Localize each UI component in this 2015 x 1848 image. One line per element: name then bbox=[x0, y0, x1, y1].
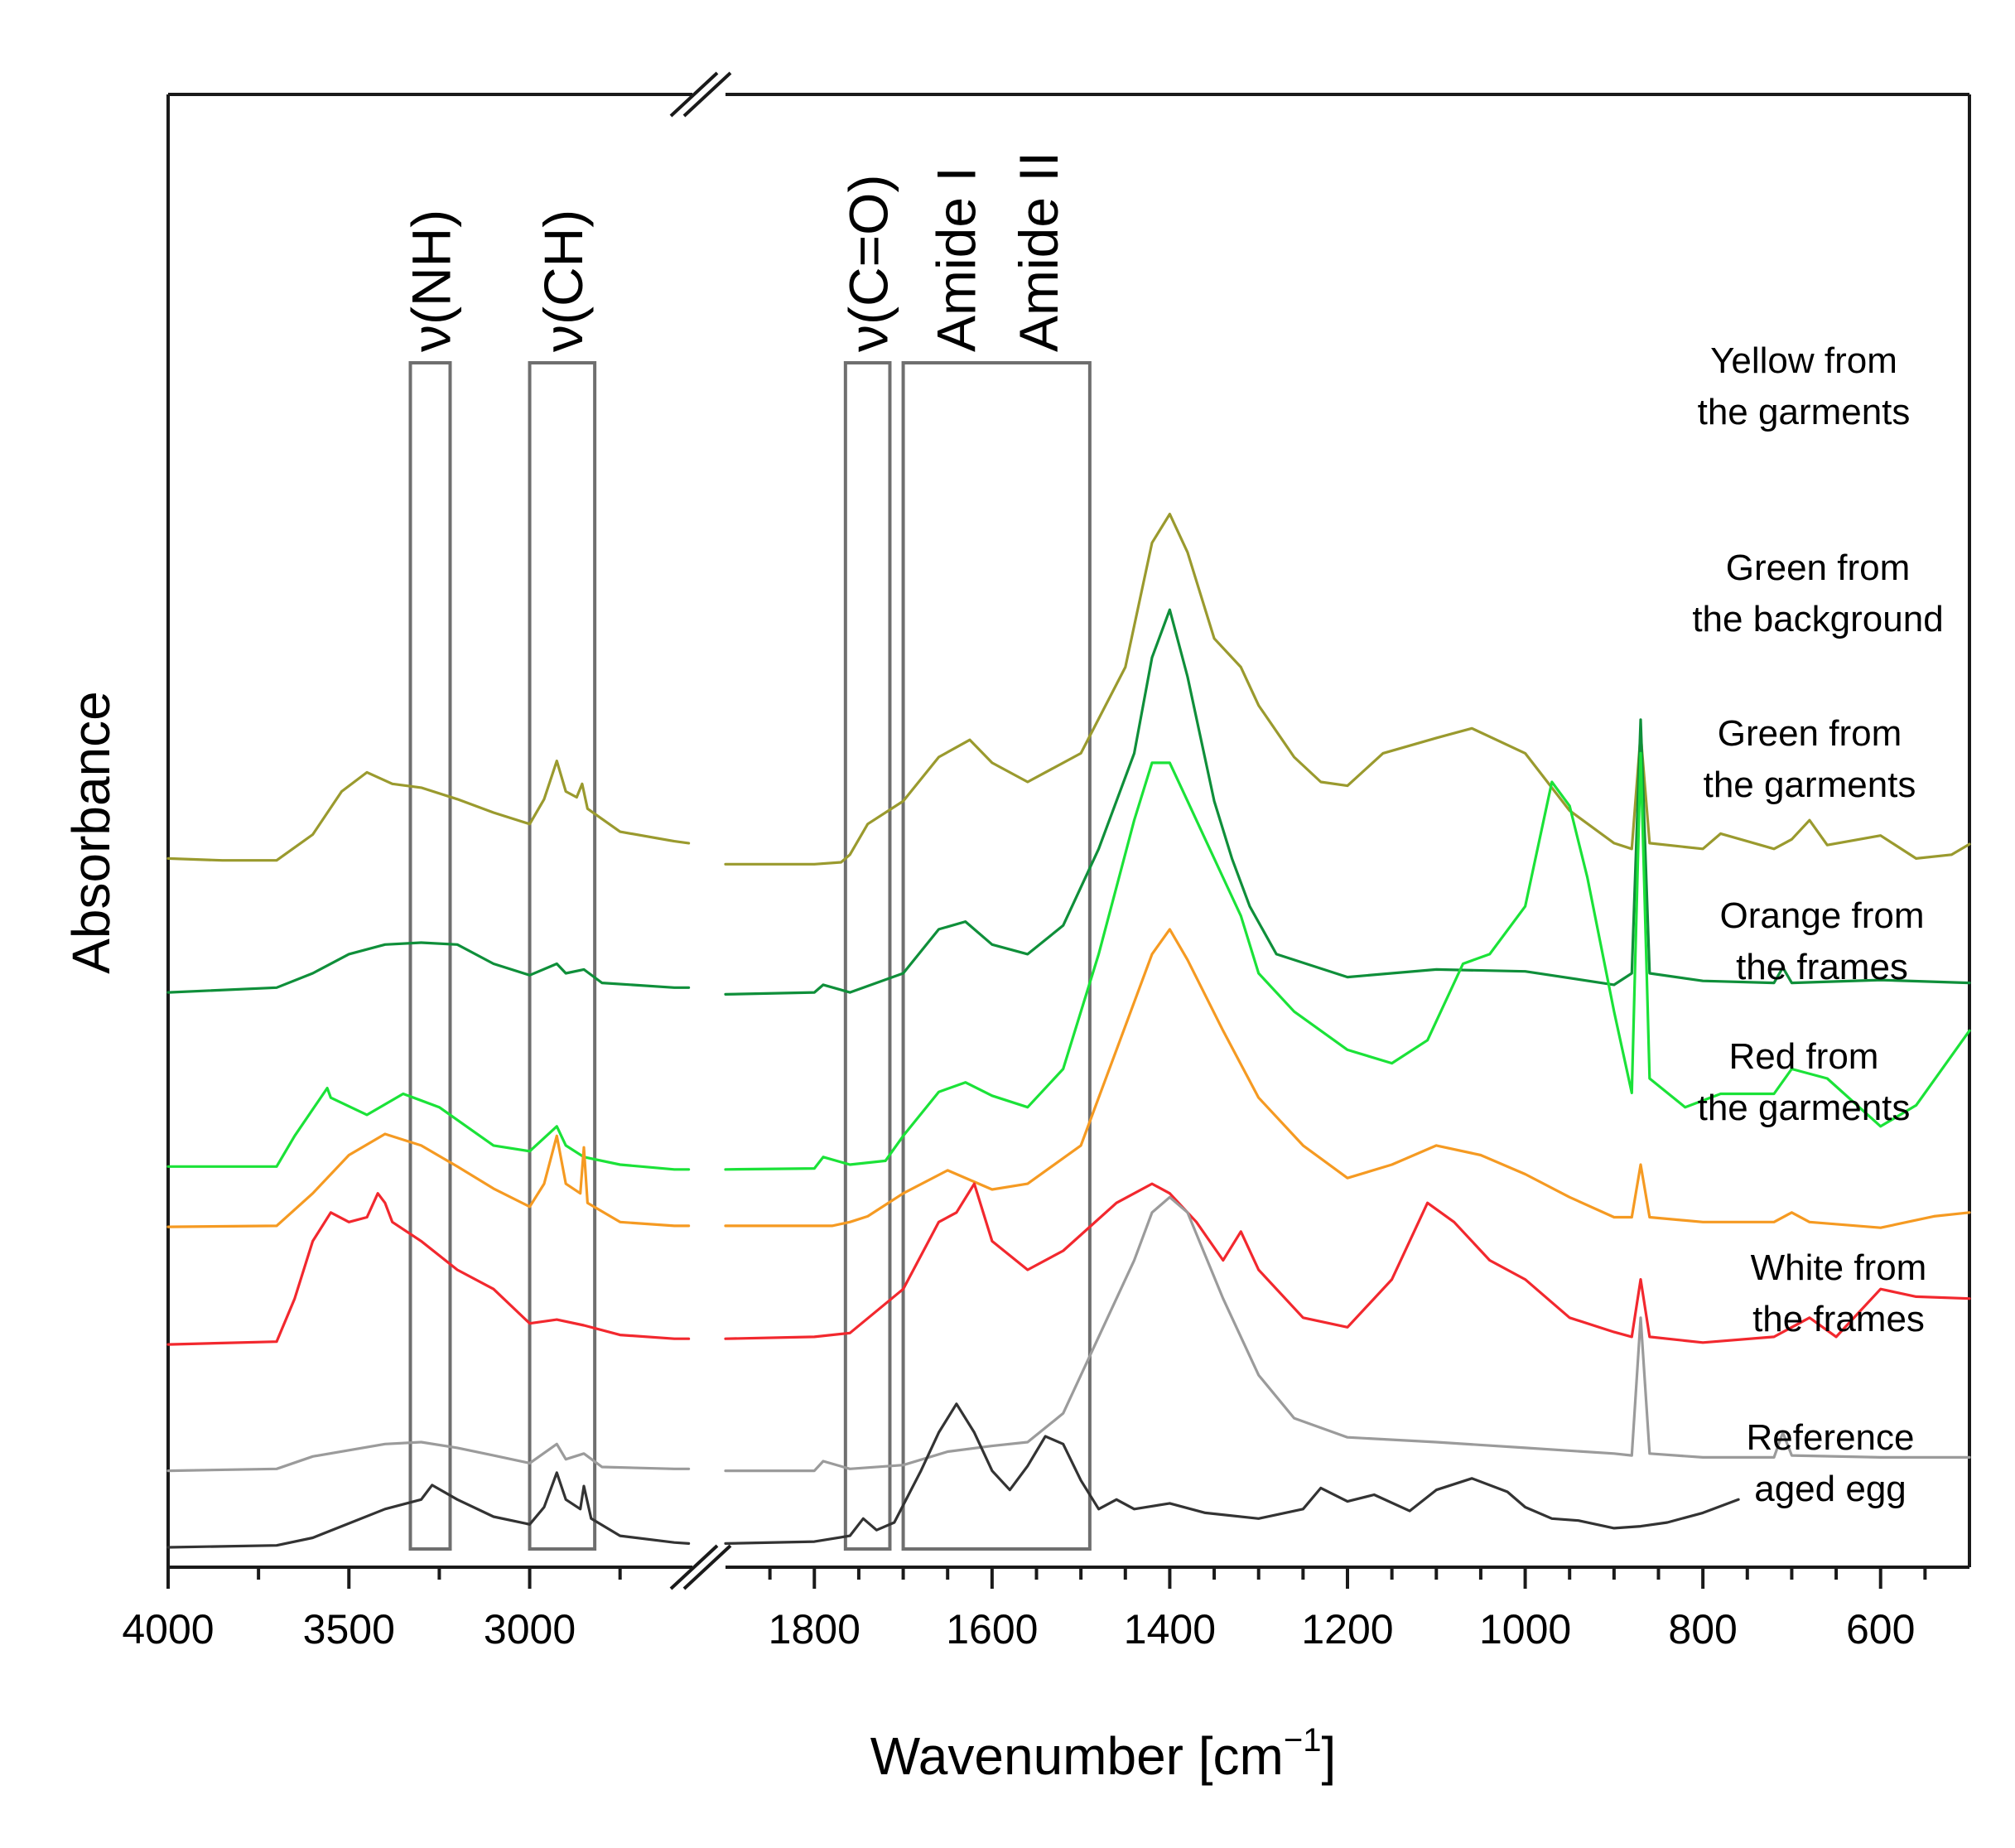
series-line-2-seg-2 bbox=[724, 608, 1971, 996]
x-tick-label: 1600 bbox=[946, 1606, 1038, 1653]
series-label-5-line-2: the garments bbox=[1698, 1088, 1911, 1128]
x-tick-label: 3500 bbox=[303, 1606, 395, 1653]
band-boxes: ν(NH) ν(CH) ν(C=O) Amide I Amide II bbox=[401, 152, 1092, 1551]
band-label-3: ν(C=O) bbox=[838, 175, 899, 353]
series-line-3-seg-2 bbox=[724, 751, 1971, 1171]
series-line-2-seg-1 bbox=[166, 941, 691, 994]
band-label-2: ν(CH) bbox=[533, 210, 594, 352]
series-line-4-seg-1 bbox=[166, 1132, 691, 1228]
series-labels: Yellow from the garments Green from the bac… bbox=[1692, 340, 1943, 1509]
axis-break-mark-bottom-2 bbox=[682, 1544, 732, 1590]
axis-break-mark-top-2 bbox=[682, 71, 732, 118]
band-label-1: ν(NH) bbox=[401, 210, 462, 352]
x-tick-label: 1200 bbox=[1301, 1606, 1393, 1653]
series-label-2-line-2: the background bbox=[1692, 599, 1943, 639]
series-lines bbox=[166, 513, 1971, 1549]
x-axis-title-suffix: ] bbox=[1321, 1726, 1336, 1786]
x-tick-label: 3000 bbox=[484, 1606, 576, 1653]
series-label-3-line-1: Green from bbox=[1718, 713, 1902, 754]
x-tick-label: 1800 bbox=[769, 1606, 860, 1653]
series-line-7-seg-1 bbox=[166, 1471, 691, 1549]
x-axis-ticks: 4000 3500 3000 1800 1600 1400 1200 1000 800 600 bbox=[122, 1567, 1927, 1653]
series-line-6-seg-1 bbox=[166, 1440, 691, 1473]
band-label-5: Amide II bbox=[1008, 152, 1069, 352]
series-label-3-line-2: the garments bbox=[1704, 765, 1916, 805]
x-tick-label: 600 bbox=[1846, 1606, 1915, 1653]
series-label-6-line-1: White from bbox=[1751, 1247, 1927, 1288]
series-line-4-seg-2 bbox=[724, 928, 1971, 1229]
series-line-7-seg-2 bbox=[724, 1402, 1740, 1545]
series-line-3-seg-1 bbox=[166, 1087, 691, 1171]
series-label-5-line-1: Red from bbox=[1729, 1036, 1879, 1077]
series-label-2-line-1: Green from bbox=[1726, 548, 1911, 588]
x-tick-label: 4000 bbox=[122, 1606, 214, 1653]
series-line-5-seg-1 bbox=[166, 1192, 691, 1346]
series-label-4-line-1: Orange from bbox=[1720, 895, 1925, 936]
series-line-1-seg-2 bbox=[724, 513, 1971, 866]
axis-break-mark-top-1 bbox=[669, 71, 719, 118]
series-line-5-seg-2 bbox=[724, 1182, 1971, 1344]
band-box-1 bbox=[408, 361, 452, 1551]
x-tick-label: 1000 bbox=[1479, 1606, 1571, 1653]
x-axis-title: Wavenumber [cm−1] bbox=[870, 1722, 1336, 1786]
series-label-6-line-2: the frames bbox=[1752, 1299, 1925, 1339]
x-axis-title-main: Wavenumber [cm bbox=[870, 1726, 1284, 1786]
series-label-1-line-1: Yellow from bbox=[1710, 340, 1897, 381]
series-line-6-seg-2 bbox=[724, 1195, 1971, 1473]
band-box-4 bbox=[901, 361, 1092, 1551]
series-label-1-line-2: the garments bbox=[1698, 392, 1911, 432]
x-tick-label: 800 bbox=[1668, 1606, 1737, 1653]
series-label-4-line-2: the frames bbox=[1736, 947, 1908, 987]
band-box-3 bbox=[843, 361, 892, 1551]
series-label-7-line-1: Reference bbox=[1746, 1417, 1914, 1458]
x-axis-title-sup: −1 bbox=[1284, 1722, 1322, 1759]
series-line-1-seg-1 bbox=[166, 760, 691, 862]
y-axis-title: Absorbance bbox=[61, 691, 121, 974]
series-label-7-line-2: aged egg bbox=[1754, 1469, 1907, 1509]
axis-break-mark-bottom-1 bbox=[669, 1544, 719, 1590]
axis-break-marks bbox=[669, 71, 732, 1590]
band-box-2 bbox=[528, 361, 597, 1551]
x-tick-label: 1400 bbox=[1124, 1606, 1216, 1653]
band-label-4: Amide I bbox=[926, 166, 987, 352]
